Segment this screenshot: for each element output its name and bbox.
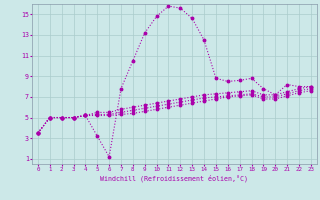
X-axis label: Windchill (Refroidissement éolien,°C): Windchill (Refroidissement éolien,°C) bbox=[100, 174, 248, 182]
